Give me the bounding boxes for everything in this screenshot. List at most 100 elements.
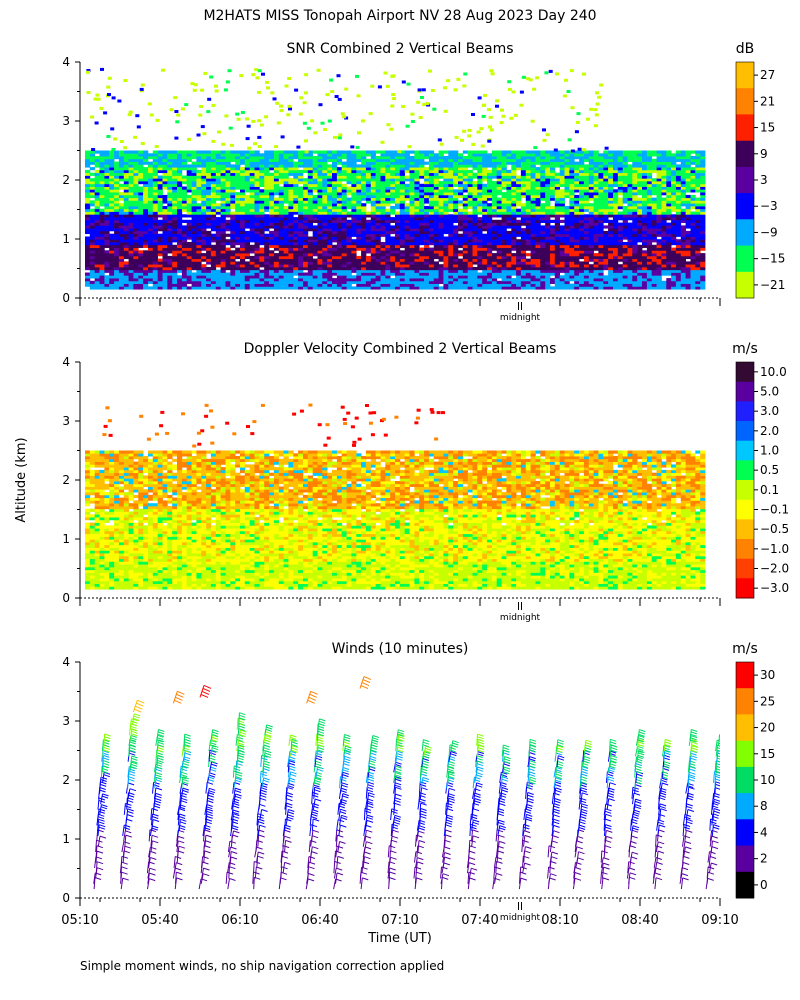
colorbar-label: 27 xyxy=(760,68,775,82)
colorbar-label: 0 xyxy=(760,878,768,892)
colorbar-swatch xyxy=(736,688,754,715)
footer-note: Simple moment winds, no ship navigation … xyxy=(80,959,444,973)
wind-barbs xyxy=(93,676,720,890)
colorbar-swatch xyxy=(736,539,754,560)
y-tick-label: 0 xyxy=(62,591,70,605)
y-tick-label: 2 xyxy=(62,773,70,787)
colorbar-label: 15 xyxy=(760,747,775,761)
colorbar-label: −21 xyxy=(760,278,785,292)
colorbar-label: −2.0 xyxy=(760,562,789,576)
doppler-panel-title: Doppler Velocity Combined 2 Vertical Bea… xyxy=(244,341,557,357)
y-tick-label: 2 xyxy=(62,173,70,187)
colorbar-swatch xyxy=(736,88,754,115)
midnight-marker: midnight xyxy=(500,913,541,923)
colorbar-label: −3.0 xyxy=(760,581,789,595)
axes: 0 1 2 3 4 midnight 0 1 2 3 4 midnight 0 1 2 3 4 05:10 05:4… xyxy=(61,55,738,928)
colorbar-swatch xyxy=(736,140,754,168)
x-tick-label: 08:40 xyxy=(621,913,658,928)
colorbar-label: 21 xyxy=(760,94,775,108)
snr-unit-label: dB xyxy=(736,41,755,57)
colorbar-swatch xyxy=(736,499,754,520)
colorbar-label: 3 xyxy=(760,173,768,187)
winds-panel-title: Winds (10 minutes) xyxy=(332,641,469,657)
y-axis-label: Altitude (km) xyxy=(14,437,29,522)
colorbar-label: 1.0 xyxy=(760,444,779,458)
y-tick-label: 4 xyxy=(62,355,70,369)
colorbar-swatch xyxy=(736,558,754,579)
colorbar-label: 25 xyxy=(760,694,775,708)
colorbar-swatch xyxy=(736,219,754,246)
x-tick-label: 05:40 xyxy=(141,913,178,928)
colorbar-swatch xyxy=(736,166,754,194)
x-tick-label: 07:10 xyxy=(381,913,418,928)
x-tick-label: 05:10 xyxy=(61,913,98,928)
colorbar-swatch xyxy=(736,114,754,142)
colorbar-label: −3 xyxy=(760,199,778,213)
colorbar-label: 9 xyxy=(760,147,768,161)
colorbar-swatch xyxy=(736,662,754,689)
colorbar-swatch xyxy=(736,440,754,461)
colorbar-label: 3.0 xyxy=(760,404,779,418)
snr-heatmap xyxy=(85,67,706,290)
colorbar-swatch xyxy=(736,460,754,481)
colorbar-swatch xyxy=(736,578,754,599)
colorbar-label: 2 xyxy=(760,852,768,866)
x-tick-label: 08:10 xyxy=(541,913,578,928)
colorbar-swatch xyxy=(736,871,754,899)
x-tick-label: 09:10 xyxy=(701,913,738,928)
colorbar-label: −0.1 xyxy=(760,503,789,517)
colorbar-label: 5.0 xyxy=(760,385,779,399)
colorbar-swatch xyxy=(736,401,754,422)
colorbar-swatch xyxy=(736,62,754,89)
colorbar-label: 2.0 xyxy=(760,424,779,438)
x-tick-label: 06:40 xyxy=(301,913,338,928)
colorbar-label: 8 xyxy=(760,799,768,813)
y-tick-label: 0 xyxy=(62,291,70,305)
page-title: M2HATS MISS Tonopah Airport NV 28 Aug 20… xyxy=(203,8,596,24)
midnight-marker: midnight xyxy=(500,613,541,623)
y-tick-label: 1 xyxy=(62,832,70,846)
colorbar-swatch xyxy=(736,381,754,402)
colorbar-label: 10.0 xyxy=(760,365,787,379)
colorbar-swatch xyxy=(736,480,754,501)
colorbar-swatch xyxy=(736,740,754,768)
colorbar-swatch xyxy=(736,819,754,846)
colorbar-swatch xyxy=(736,245,754,273)
colorbar-label: −9 xyxy=(760,225,778,239)
colorbar-label: 20 xyxy=(760,721,775,735)
y-tick-label: 0 xyxy=(62,891,70,905)
y-tick-label: 3 xyxy=(62,114,70,128)
doppler-heatmap xyxy=(85,403,706,590)
colorbar-swatch xyxy=(736,362,754,383)
colorbar-swatch xyxy=(736,421,754,442)
colorbars: 27 21 15 9 3 −3 −9 −15 −21 10.0 5.0 3.0 2.0 1.0 0.5 0.1… xyxy=(735,61,789,899)
snr-panel-title: SNR Combined 2 Vertical Beams xyxy=(286,41,513,57)
winds-unit-label: m/s xyxy=(732,641,758,657)
colorbar-label: 15 xyxy=(760,121,775,135)
colorbar-label: −1.0 xyxy=(760,542,789,556)
colorbar-swatch xyxy=(736,714,754,742)
x-tick-label: 06:10 xyxy=(221,913,258,928)
midnight-marker: midnight xyxy=(500,313,541,323)
colorbar-swatch xyxy=(736,793,754,820)
x-tick-label: 07:40 xyxy=(461,913,498,928)
colorbar-label: 30 xyxy=(760,668,775,682)
colorbar-swatch xyxy=(736,271,754,299)
colorbar-swatch xyxy=(736,193,754,220)
y-tick-label: 4 xyxy=(62,655,70,669)
y-tick-label: 4 xyxy=(62,55,70,69)
colorbar-swatch xyxy=(736,766,754,794)
y-tick-label: 1 xyxy=(62,532,70,546)
colorbar-label: −0.5 xyxy=(760,522,789,536)
colorbar-label: 0.1 xyxy=(760,483,779,497)
y-tick-label: 1 xyxy=(62,232,70,246)
colorbar-swatch xyxy=(736,519,754,540)
colorbar-swatch xyxy=(736,845,754,873)
y-tick-label: 3 xyxy=(62,714,70,728)
colorbar-label: 10 xyxy=(760,773,775,787)
y-tick-label: 2 xyxy=(62,473,70,487)
doppler-unit-label: m/s xyxy=(732,341,758,357)
x-axis-label: Time (UT) xyxy=(367,931,432,946)
y-tick-label: 3 xyxy=(62,414,70,428)
